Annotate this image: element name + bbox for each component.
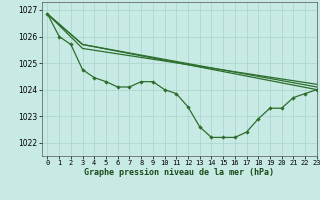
X-axis label: Graphe pression niveau de la mer (hPa): Graphe pression niveau de la mer (hPa): [84, 168, 274, 177]
